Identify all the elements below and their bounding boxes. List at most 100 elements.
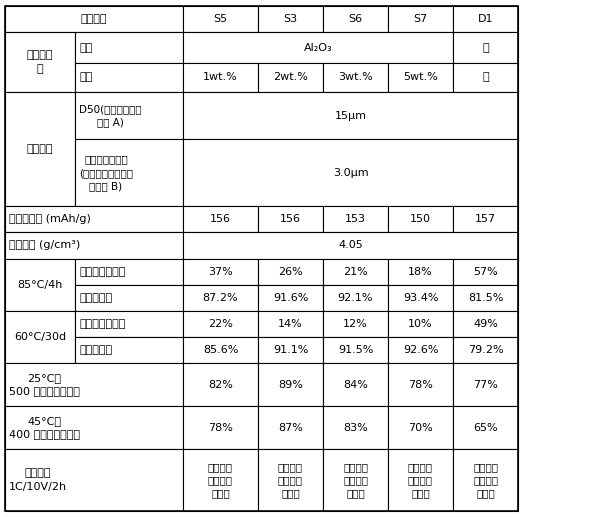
Text: 18%: 18% bbox=[408, 267, 433, 277]
Bar bbox=[183, 449, 258, 511]
Bar bbox=[323, 6, 388, 32]
Text: 92.1%: 92.1% bbox=[337, 293, 373, 303]
Bar bbox=[5, 32, 75, 92]
Bar bbox=[5, 6, 183, 32]
Text: 82%: 82% bbox=[208, 380, 233, 390]
Text: 无: 无 bbox=[482, 72, 489, 82]
Text: 83%: 83% bbox=[343, 423, 368, 433]
Bar bbox=[323, 337, 388, 363]
Text: 49%: 49% bbox=[473, 319, 498, 329]
Text: 60°C/30d: 60°C/30d bbox=[14, 332, 66, 342]
Bar bbox=[258, 311, 323, 337]
Text: 92.6%: 92.6% bbox=[403, 345, 438, 355]
Text: 3.0μm: 3.0μm bbox=[333, 168, 368, 178]
Bar bbox=[323, 258, 388, 285]
Bar bbox=[258, 258, 323, 285]
Bar bbox=[388, 311, 453, 337]
Bar bbox=[323, 63, 388, 92]
Bar bbox=[183, 6, 258, 32]
Text: 87%: 87% bbox=[278, 423, 303, 433]
Bar bbox=[5, 232, 183, 258]
Bar bbox=[5, 6, 518, 511]
Bar bbox=[183, 311, 258, 337]
Text: 93.4%: 93.4% bbox=[403, 293, 438, 303]
Bar bbox=[75, 32, 183, 63]
Bar bbox=[323, 285, 388, 311]
Text: 37%: 37% bbox=[208, 267, 233, 277]
Text: 21%: 21% bbox=[343, 267, 368, 277]
Bar bbox=[183, 206, 258, 232]
Text: S3: S3 bbox=[283, 14, 297, 24]
Bar bbox=[5, 258, 75, 311]
Text: 无: 无 bbox=[482, 42, 489, 53]
Text: 容量保持率: 容量保持率 bbox=[79, 345, 112, 355]
Bar bbox=[75, 258, 183, 285]
Bar bbox=[453, 285, 518, 311]
Bar bbox=[453, 206, 518, 232]
Text: 金属氧化
物: 金属氧化 物 bbox=[27, 50, 53, 73]
Bar bbox=[323, 449, 388, 511]
Bar bbox=[183, 63, 258, 92]
Text: 157: 157 bbox=[475, 214, 496, 224]
Text: 14%: 14% bbox=[278, 319, 303, 329]
Text: Al₂O₃: Al₂O₃ bbox=[304, 42, 332, 53]
Bar bbox=[183, 232, 518, 258]
Text: 15μm: 15μm bbox=[335, 111, 366, 120]
Text: 放电克容量 (mAh/g): 放电克容量 (mAh/g) bbox=[9, 214, 91, 224]
Bar bbox=[183, 140, 518, 206]
Text: 不冒烟，
不起火，
不爆炸: 不冒烟， 不起火， 不爆炸 bbox=[278, 462, 303, 498]
Bar bbox=[5, 449, 183, 511]
Text: 156: 156 bbox=[280, 214, 301, 224]
Bar bbox=[323, 363, 388, 406]
Bar bbox=[75, 337, 183, 363]
Bar bbox=[258, 337, 323, 363]
Bar bbox=[453, 63, 518, 92]
Text: 3wt.%: 3wt.% bbox=[338, 72, 373, 82]
Text: 91.1%: 91.1% bbox=[273, 345, 308, 355]
Text: 77%: 77% bbox=[473, 380, 498, 390]
Bar bbox=[75, 285, 183, 311]
Bar bbox=[5, 206, 183, 232]
Text: 电池编号: 电池编号 bbox=[81, 14, 107, 24]
Text: 不冒烟，
不起火，
不爆炸: 不冒烟， 不起火， 不爆炸 bbox=[343, 462, 368, 498]
Text: 12%: 12% bbox=[343, 319, 368, 329]
Bar bbox=[388, 406, 453, 449]
Bar bbox=[258, 449, 323, 511]
Bar bbox=[323, 406, 388, 449]
Text: S7: S7 bbox=[414, 14, 428, 24]
Bar bbox=[258, 63, 323, 92]
Bar bbox=[183, 337, 258, 363]
Bar bbox=[258, 406, 323, 449]
Text: 57%: 57% bbox=[473, 267, 498, 277]
Text: 容量保持率: 容量保持率 bbox=[79, 293, 112, 303]
Bar bbox=[453, 258, 518, 285]
Bar bbox=[388, 449, 453, 511]
Text: 5wt.%: 5wt.% bbox=[403, 72, 438, 82]
Bar bbox=[453, 32, 518, 63]
Bar bbox=[453, 406, 518, 449]
Bar bbox=[453, 363, 518, 406]
Bar bbox=[75, 63, 183, 92]
Text: 84%: 84% bbox=[343, 380, 368, 390]
Bar bbox=[258, 206, 323, 232]
Text: 单晶飢粒的粒径
(锂镁鈢锡系三元活
性物质 B): 单晶飢粒的粒径 (锂镁鈢锡系三元活 性物质 B) bbox=[79, 155, 133, 191]
Text: 不冒烟，
不起火，
不爆炸: 不冒烟， 不起火， 不爆炸 bbox=[408, 462, 433, 498]
Text: 过充性能
1C/10V/2h: 过充性能 1C/10V/2h bbox=[9, 468, 67, 492]
Text: 79.2%: 79.2% bbox=[468, 345, 503, 355]
Text: 1wt.%: 1wt.% bbox=[203, 72, 238, 82]
Text: D50(鈢酸锂系活性
物质 A): D50(鈢酸锂系活性 物质 A) bbox=[79, 104, 142, 127]
Text: 85°C/4h: 85°C/4h bbox=[17, 280, 63, 290]
Bar bbox=[323, 311, 388, 337]
Bar bbox=[183, 285, 258, 311]
Bar bbox=[75, 311, 183, 337]
Text: 156: 156 bbox=[210, 214, 231, 224]
Bar bbox=[183, 258, 258, 285]
Text: 81.5%: 81.5% bbox=[468, 293, 503, 303]
Text: S6: S6 bbox=[349, 14, 363, 24]
Text: D1: D1 bbox=[478, 14, 493, 24]
Bar bbox=[388, 285, 453, 311]
Text: 78%: 78% bbox=[408, 380, 433, 390]
Text: 不冒烟，
不起火，
不爆炸: 不冒烟， 不起火， 不爆炸 bbox=[473, 462, 498, 498]
Bar bbox=[183, 92, 518, 140]
Bar bbox=[258, 6, 323, 32]
